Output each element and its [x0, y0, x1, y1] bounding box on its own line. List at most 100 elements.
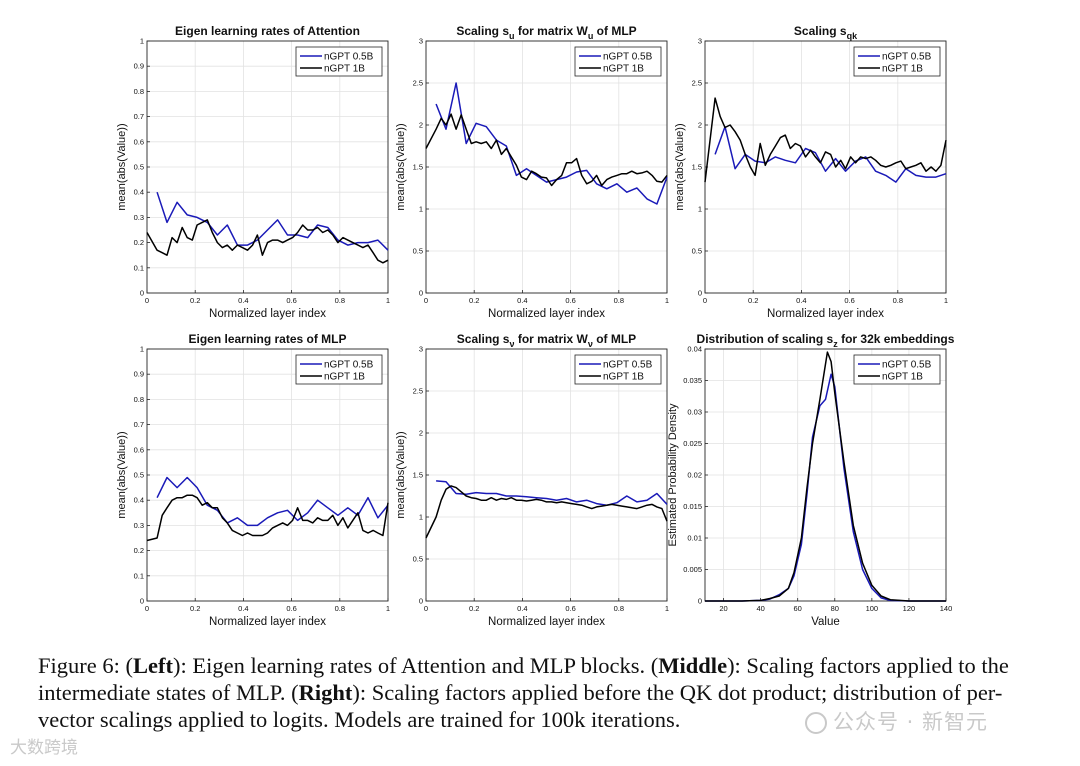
caption-right-text: ): Scaling factors applied before the QK… — [38, 680, 1003, 732]
chart5-title-part: ν — [509, 339, 514, 349]
chart3-xtick-label: 0 — [703, 296, 707, 305]
chart2-title-part: of MLP — [593, 24, 636, 38]
figure-canvas: 0 0.2 0.4 0.6 0.8 1 0 0.1 0.2 0.3 0.4 0.5 0.6 0.7 0.8 0… — [116, 24, 955, 628]
chart5-ytick-label: 0 — [419, 597, 423, 606]
chart4-xtick-label: 0 — [145, 604, 149, 613]
chart2-xtick-label: 0.2 — [469, 296, 479, 305]
chart4-xtick-label: 0.8 — [335, 604, 345, 613]
chart6-legend-label: nGPT 0.5B — [882, 360, 932, 371]
chart5-xtick-label: 0.4 — [517, 604, 527, 613]
chart3-ytick-label: 3 — [698, 37, 702, 46]
chart4-xtick-label: 0.2 — [190, 604, 200, 613]
chart6-ylabel: Estimated Probability Density — [667, 403, 679, 547]
chart3-ytick-label: 0 — [698, 289, 702, 298]
chart1-ytick-label: 0.4 — [134, 188, 144, 197]
chart3-ytick-label: 2 — [698, 121, 702, 130]
chart4-xtick-label: 1 — [386, 604, 390, 613]
chart2-xtick-label: 1 — [665, 296, 669, 305]
chart6-ytick-label: 0.04 — [687, 345, 702, 354]
chart5-title-part: Scaling s — [457, 332, 510, 346]
chart1-legend — [295, 46, 383, 77]
chart1-xtick-label: 0.8 — [335, 296, 345, 305]
chart1-ytick-label: 0.1 — [134, 263, 144, 272]
chart5-ytick-label: 3 — [419, 345, 423, 354]
chart3-xtick-label: 1 — [944, 296, 948, 305]
chart1-series-ngpt-05b — [156, 191, 389, 251]
chart6-ytick-label: 0.02 — [687, 471, 702, 480]
figure-caption: Figure 6: (Left): Eigen learning rates o… — [38, 652, 1038, 733]
chart1-ytick-label: 0.2 — [134, 238, 144, 247]
chart2-ylabel: mean(abs(Value)) — [395, 123, 407, 210]
chart6-title-part: for 32k embeddings — [838, 332, 955, 346]
chart5-xtick-label: 0.6 — [565, 604, 575, 613]
chart1-legend-label: nGPT 0.5B — [324, 52, 374, 63]
chart2-title-part: u — [509, 31, 515, 41]
caption-left-label: Left — [133, 653, 173, 678]
chart6-title-part: Distribution of scaling s — [697, 332, 834, 346]
chart1-ytick-label: 1 — [140, 37, 144, 46]
chart5-title-part: for matrix W — [515, 332, 589, 346]
chart1-xtick-label: 0.2 — [190, 296, 200, 305]
chart6-ytick-label: 0.01 — [687, 534, 702, 543]
chart2-legend-label: nGPT 1B — [603, 64, 644, 75]
chart5-legend-label: nGPT 1B — [603, 372, 644, 383]
chart2-xtick-label: 0.8 — [614, 296, 624, 305]
chart3-ytick-label: 1.5 — [692, 163, 702, 172]
chart1-ytick-label: 0.8 — [134, 87, 144, 96]
watermark-dashu-text: 大数跨境 — [10, 738, 78, 758]
chart1-title: Eigen learning rates of Attention — [175, 24, 360, 38]
chart1-ytick-label: 0 — [140, 289, 144, 298]
chart6-xlabel: Value — [811, 616, 840, 628]
chart5-title: Scaling sν for matrix Wν of MLP — [457, 332, 636, 349]
chart2-series-ngpt-05b — [435, 82, 668, 205]
chart1-xtick-label: 0.6 — [286, 296, 296, 305]
chart5-legend — [574, 354, 662, 385]
chart4-legend — [295, 354, 383, 385]
caption-prefix: Figure 6: ( — [38, 653, 133, 678]
chart2-ytick-label: 2.5 — [413, 79, 423, 88]
chart2-legend-label: nGPT 0.5B — [603, 52, 653, 63]
chart6-xtick-label: 60 — [794, 604, 802, 613]
chart5-ytick-label: 2.5 — [413, 387, 423, 396]
chart2-ytick-label: 0 — [419, 289, 423, 298]
chart4-xtick-label: 0.6 — [286, 604, 296, 613]
chart3-ytick-label: 2.5 — [692, 79, 702, 88]
chart2-xlabel: Normalized layer index — [488, 308, 605, 320]
chart5-ylabel: mean(abs(Value)) — [395, 431, 407, 518]
wechat-icon — [805, 712, 827, 734]
chart1-xlabel: Normalized layer index — [209, 308, 326, 320]
chart5-xlabel: Normalized layer index — [488, 616, 605, 628]
chart2-ytick-label: 3 — [419, 37, 423, 46]
chart3-ytick-label: 1 — [698, 205, 702, 214]
chart5-ytick-label: 0.5 — [413, 555, 423, 564]
chart4-ytick-label: 0.8 — [134, 395, 144, 404]
chart5-series-ngpt-05b — [436, 480, 668, 506]
chart1-ytick-label: 0.3 — [134, 213, 144, 222]
caption-right-label: Right — [298, 680, 353, 705]
chart3-series-ngpt-05b — [714, 125, 947, 183]
chart2-title-part: for matrix W — [515, 24, 589, 38]
chart1-legend-label: nGPT 1B — [324, 64, 365, 75]
chart4-ytick-label: 0.6 — [134, 445, 144, 454]
chart2-title-part: Scaling s — [456, 24, 509, 38]
chart6-title-part: z — [833, 339, 838, 349]
chart5-legend-label: nGPT 0.5B — [603, 360, 653, 371]
chart4-ytick-label: 0.4 — [134, 496, 144, 505]
chart6-xtick-label: 100 — [866, 604, 879, 613]
watermark-xinzhiyuan-text: 公众号 · 新智元 — [833, 710, 989, 734]
chart4-legend-label: nGPT 0.5B — [324, 360, 374, 371]
chart1-ytick-label: 0.6 — [134, 137, 144, 146]
watermark-xinzhiyuan: 公众号 · 新智元 — [805, 706, 988, 736]
chart4-series-ngpt-1b — [146, 494, 389, 542]
chart4-ytick-label: 0.3 — [134, 521, 144, 530]
chart5-xtick-label: 1 — [665, 604, 669, 613]
chart3-xtick-label: 0.2 — [748, 296, 758, 305]
chart2-ytick-label: 0.5 — [413, 247, 423, 256]
chart2-xtick-label: 0.6 — [565, 296, 575, 305]
chart1-xtick-label: 0 — [145, 296, 149, 305]
chart4-xtick-label: 0.4 — [238, 604, 248, 613]
chart4-ytick-label: 0.9 — [134, 370, 144, 379]
chart5-ytick-label: 1 — [419, 513, 423, 522]
caption-middle-label: Middle — [658, 653, 728, 678]
chart4-ytick-label: 1 — [140, 345, 144, 354]
